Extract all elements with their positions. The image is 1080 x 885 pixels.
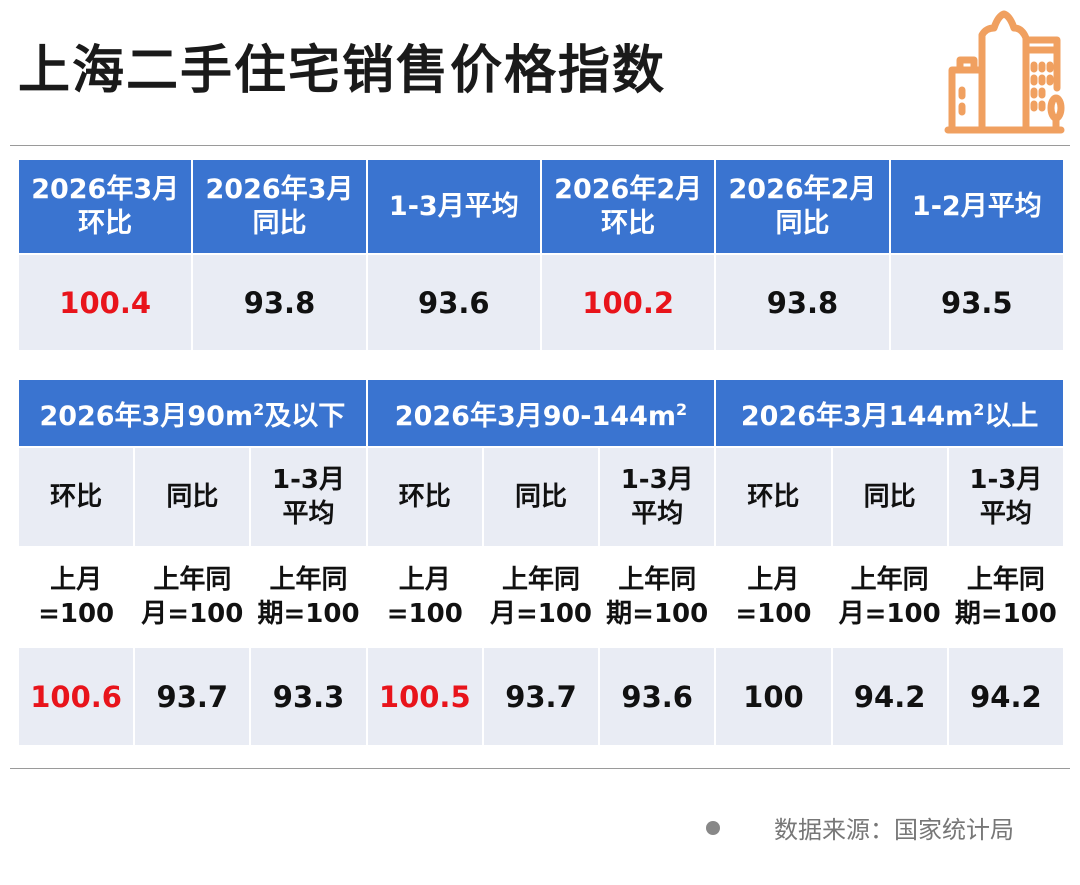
sub-header: 同比 [832,448,947,546]
group-header-sup: 2 [973,399,985,419]
base-label: 上年同 月=100 [832,548,947,646]
column-header: 1-3月平均 [367,160,540,253]
group-header: 2026年3月144m2以上 [716,380,1063,446]
group-header-sup: 2 [676,399,688,419]
value-cell: 100 [716,648,831,745]
value-cell: 93.7 [135,648,250,745]
value-cell: 93.8 [193,255,366,350]
column-header: 2026年3月 同比 [193,160,366,253]
page-title: 上海二手住宅销售价格指数 [18,41,667,101]
bullet-dot [706,820,720,835]
base-label: 上月 =100 [716,548,831,646]
sub-header: 1-3月 平均 [251,448,366,546]
value-cell: 100.5 [367,648,482,745]
title-divider [10,145,1070,146]
group-header: 2026年3月90m2及以下 [19,380,366,446]
sub-header: 1-3月 平均 [600,448,715,546]
value-cell: 93.3 [251,648,366,745]
size-index-table: 2026年3月90m2及以下 2026年3月90-144m2 2026年3月144m… [17,378,1065,747]
column-header: 2026年3月 环比 [19,160,192,253]
base-label: 上年同 期=100 [948,548,1063,646]
sub-header: 同比 [483,448,599,546]
base-label: 上年同 期=100 [251,548,366,646]
group-header-pre: 2026年3月90-144m [394,400,677,432]
value-cell: 93.6 [367,255,540,350]
base-label: 上年同 月=100 [483,548,599,646]
source-text: 数据来源：国家统计局 [774,816,1014,844]
group-header-pre: 2026年3月90m [39,400,254,432]
group-header-sup: 2 [253,399,265,419]
sub-header: 环比 [19,448,134,546]
group-header-pre: 2026年3月144m [740,400,974,432]
source-note: 数据来源：国家统计局 [706,810,1014,845]
value-cell: 100.2 [541,255,715,350]
sub-header: 环比 [716,448,831,546]
column-header: 2026年2月 环比 [541,160,715,253]
sub-header: 1-3月 平均 [948,448,1063,546]
sub-header: 环比 [367,448,482,546]
value-cell: 93.7 [483,648,599,745]
value-cell: 93.6 [600,648,715,745]
group-header-post: 以上 [984,400,1039,432]
value-cell: 94.2 [948,648,1063,745]
group-header-post: 及以下 [264,400,346,432]
value-cell: 100.4 [19,255,192,350]
base-label: 上年同 月=100 [135,548,250,646]
column-header: 2026年2月 同比 [716,160,889,253]
overall-index-table: 2026年3月 环比 2026年3月 同比 1-3月平均 2026年2月 环比 2026… [17,158,1065,352]
city-buildings-icon [944,10,1065,134]
sub-header: 同比 [135,448,250,546]
group-header: 2026年3月90-144m2 [367,380,715,446]
base-label: 上月 =100 [19,548,134,646]
base-label: 上年同 期=100 [600,548,715,646]
value-cell: 93.5 [890,255,1063,350]
value-cell: 100.6 [19,648,134,745]
footer-divider [10,768,1070,769]
value-cell: 93.8 [716,255,889,350]
column-header: 1-2月平均 [890,160,1063,253]
value-cell: 94.2 [832,648,947,745]
base-label: 上月 =100 [367,548,482,646]
